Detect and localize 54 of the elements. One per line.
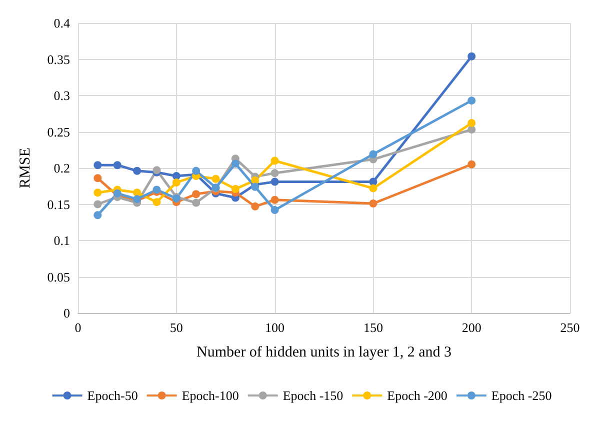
- point: [94, 188, 102, 197]
- legend-label: Epoch-50: [87, 388, 138, 403]
- point: [133, 166, 142, 175]
- y-tick-label: 0.3: [54, 88, 70, 103]
- x-tick-label: 150: [363, 320, 383, 335]
- x-tick-label: 50: [170, 320, 183, 335]
- point: [369, 200, 378, 208]
- point: [231, 160, 240, 168]
- point: [468, 160, 476, 168]
- x-axis-title: Number of hidden units in layer 1, 2 and 3: [196, 344, 452, 360]
- y-tick-label: 0.2: [54, 160, 70, 176]
- point: [212, 174, 220, 183]
- legend-label: Epoch-100: [182, 388, 239, 403]
- point: [172, 178, 180, 186]
- point: [270, 206, 279, 214]
- x-tick-label: 100: [265, 320, 285, 335]
- point: [172, 172, 180, 180]
- x-tick-label: 0: [74, 320, 82, 335]
- point: [94, 211, 102, 220]
- x-tick-label: 200: [462, 320, 482, 335]
- y-tick-label: 0.15: [47, 196, 70, 212]
- point: [94, 161, 102, 170]
- point: [231, 185, 240, 194]
- point: [113, 189, 122, 198]
- point: [192, 198, 200, 207]
- point: [270, 178, 279, 186]
- point: [270, 156, 279, 165]
- point: [468, 126, 476, 134]
- y-tick-label: 0.4: [54, 16, 70, 30]
- point: [369, 150, 378, 158]
- point: [94, 174, 102, 182]
- point: [251, 202, 260, 210]
- point: [369, 184, 378, 192]
- point: [152, 198, 161, 206]
- x-tick-label: 250: [560, 320, 580, 335]
- legend-label: Epoch -250: [491, 388, 552, 403]
- point: [270, 169, 279, 178]
- y-axis-title: RMSE: [18, 148, 34, 188]
- point: [270, 196, 279, 204]
- point: [113, 161, 122, 170]
- legend-label: Epoch -150: [282, 388, 344, 403]
- legend-label: Epoch -200: [387, 388, 448, 403]
- y-tick-label: 0.1: [54, 233, 70, 248]
- y-tick-label: 0.25: [47, 124, 70, 140]
- y-tick-label: 0.35: [47, 52, 70, 67]
- point: [94, 200, 102, 208]
- point: [468, 119, 476, 128]
- point: [468, 96, 476, 105]
- point: [192, 166, 200, 175]
- point: [192, 190, 200, 198]
- y-tick-label: 0.05: [47, 269, 70, 284]
- y-tick-label: 0: [64, 306, 70, 320]
- point: [133, 188, 142, 197]
- point: [468, 52, 476, 60]
